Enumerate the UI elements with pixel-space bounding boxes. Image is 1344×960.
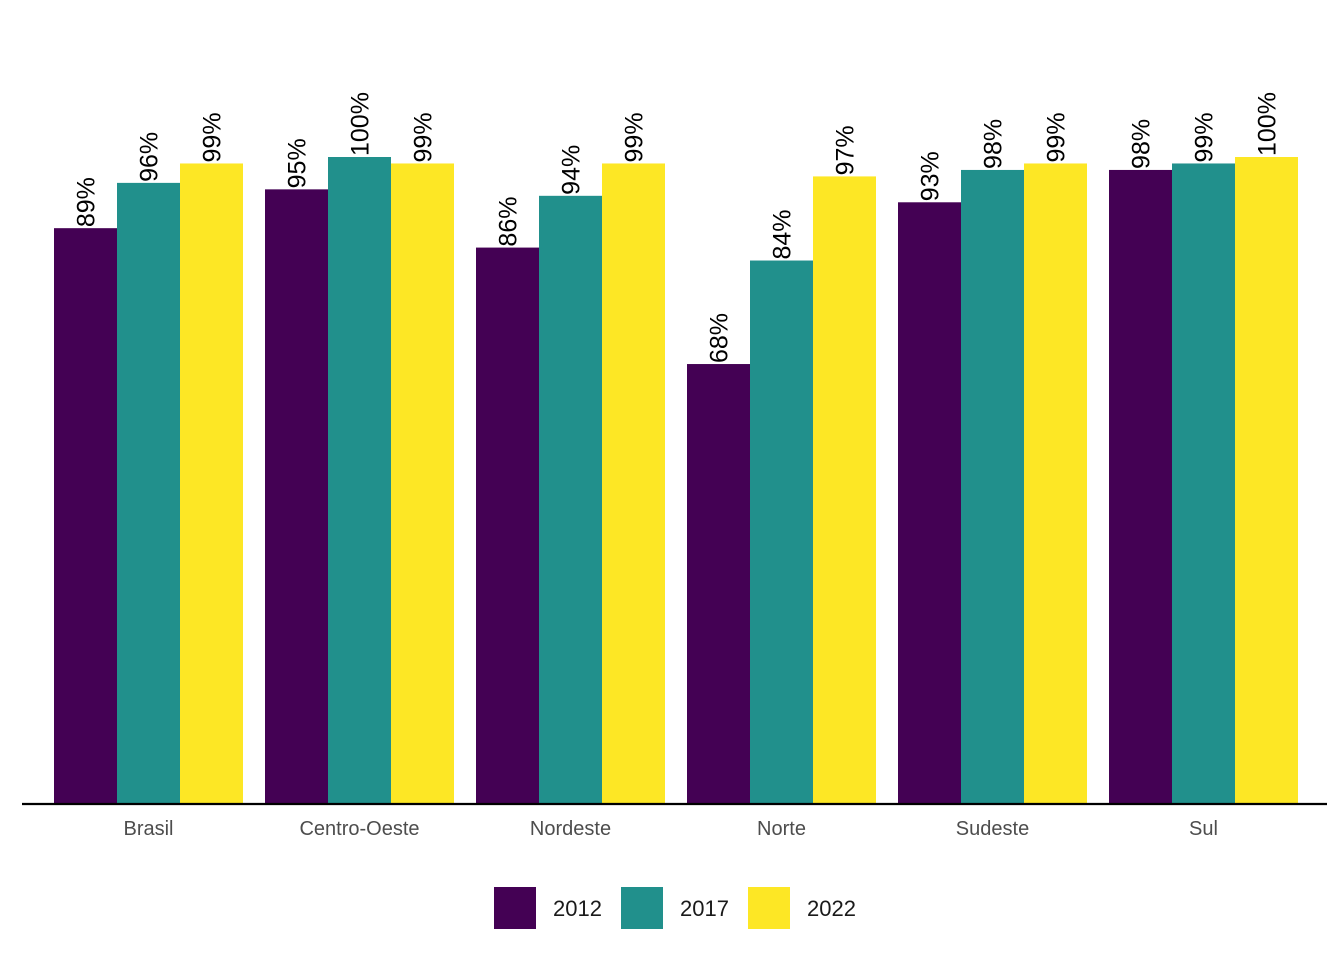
bar-brasil-2017: [117, 182, 180, 804]
x-tick-centro-oeste: Centro-Oeste: [299, 818, 419, 840]
data-label-sudeste-2012: 93%: [917, 151, 945, 201]
bar-sudeste-2012: [898, 202, 961, 805]
data-label-norte-2012: 68%: [706, 313, 734, 363]
data-label-sudeste-2017: 98%: [980, 119, 1008, 169]
data-label-nordeste-2012: 86%: [495, 197, 523, 247]
x-tick-norte: Norte: [757, 818, 806, 840]
bar-norte-2022: [813, 176, 876, 804]
data-label-nordeste-2017: 94%: [558, 145, 586, 195]
bar-centro-oeste-2012: [265, 189, 328, 805]
data-label-centro-oeste-2022: 99%: [410, 112, 438, 162]
bar-norte-2012: [687, 364, 750, 804]
legend-key-2012: [494, 887, 536, 929]
data-label-sul-2022: 100%: [1254, 92, 1282, 156]
bar-centro-oeste-2022: [391, 163, 454, 805]
bar-sul-2017: [1172, 163, 1235, 805]
legend-key-2022: [748, 887, 790, 929]
legend-label-2017: 2017: [680, 896, 729, 921]
x-tick-nordeste: Nordeste: [530, 818, 611, 840]
bar-nordeste-2022: [602, 163, 665, 805]
bar-brasil-2012: [54, 228, 117, 805]
bar-norte-2017: [750, 260, 813, 804]
legend-key-2017: [621, 887, 663, 929]
bar-nordeste-2017: [539, 195, 602, 804]
data-label-nordeste-2022: 99%: [621, 112, 649, 162]
bars-layer: [54, 157, 1298, 805]
data-label-centro-oeste-2012: 95%: [284, 138, 312, 188]
x-tick-brasil: Brasil: [123, 818, 173, 840]
bar-sul-2022: [1235, 157, 1298, 804]
legend: 2012 2017 2022: [494, 887, 856, 929]
data-labels-layer: 89% 96% 99% 95% 100% 99% 86% 94% 99% 68% 84% 97% 93%…: [73, 92, 1282, 363]
data-label-brasil-2017: 96%: [136, 132, 164, 182]
data-label-sudeste-2022: 99%: [1043, 112, 1071, 162]
bar-nordeste-2012: [476, 247, 539, 804]
data-label-brasil-2022: 99%: [199, 112, 227, 162]
legend-label-2022: 2022: [807, 896, 856, 921]
data-label-sul-2012: 98%: [1128, 119, 1156, 169]
legend-label-2012: 2012: [553, 896, 602, 921]
bar-centro-oeste-2017: [328, 157, 391, 804]
data-label-brasil-2012: 89%: [73, 177, 101, 227]
bar-sudeste-2017: [961, 169, 1024, 804]
data-label-sul-2017: 99%: [1191, 112, 1219, 162]
x-axis-tick-labels: Brasil Centro-Oeste Nordeste Norte Sudeste Su…: [123, 818, 1217, 840]
bar-brasil-2022: [180, 163, 243, 805]
bar-sul-2012: [1109, 169, 1172, 804]
data-label-norte-2022: 97%: [832, 125, 860, 175]
data-label-norte-2017: 84%: [769, 209, 797, 259]
data-label-centro-oeste-2017: 100%: [347, 92, 375, 156]
x-tick-sul: Sul: [1189, 818, 1218, 840]
bar-sudeste-2022: [1024, 163, 1087, 805]
x-tick-sudeste: Sudeste: [956, 818, 1029, 840]
